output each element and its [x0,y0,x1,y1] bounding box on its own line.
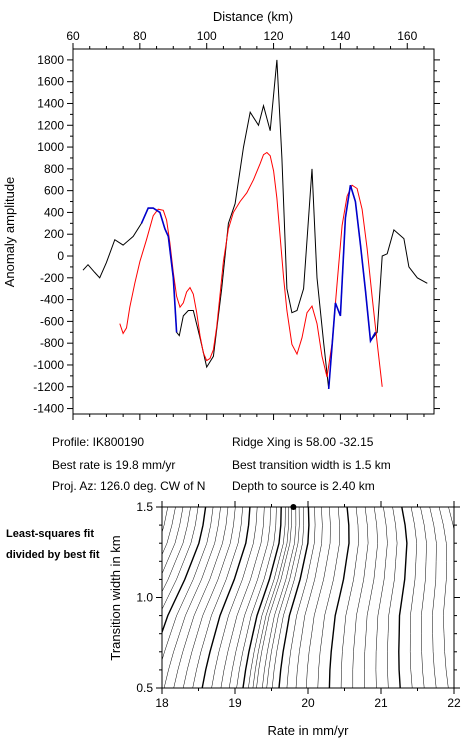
contour-line [295,507,323,688]
y-axis-label: Anomaly amplitude [2,177,17,288]
best-fit-point [290,504,297,510]
contour-line [162,507,207,635]
contour-line [398,507,408,688]
anomaly-plot-frame [72,48,435,415]
x-tick-label: 100 [197,29,217,43]
contour-line [266,507,300,688]
y-tick-label: 0 [57,249,64,263]
contour-line [340,507,359,688]
contour-line [162,507,199,610]
profile-label: Profile: IK800190 [52,435,145,449]
x-tick-label: 60 [66,29,80,43]
y-tick-label: 1400 [37,96,64,110]
contour-line [211,507,258,688]
contour-line [252,507,290,688]
contour-line [409,507,417,688]
y-tick-label: -600 [40,314,64,328]
contour-line [192,507,243,688]
x-tick-label: 80 [133,29,147,43]
contour-line [242,507,282,688]
contour-line [448,507,454,532]
contour-description-note: Least-squares fit divided by best fit [6,528,100,561]
best-rate-label: Best rate is 19.8 mm/yr [52,458,176,472]
y-tick-label: 200 [44,227,64,241]
contour-line [306,507,331,688]
contour-line [162,507,191,593]
depth-to-source-label: Depth to source is 2.40 km [232,479,375,493]
contour-line [438,507,449,688]
contour-line [375,507,388,688]
y-tick-label: 1000 [37,140,64,154]
contour-line [162,507,176,556]
contour-x-axis-label: Rate in mm/yr [268,723,350,738]
contour-line [271,507,304,688]
contour-line [248,507,286,688]
anomaly-profile-chart: Distance (km) Anomaly amplitude 60 80 100 1… [2,9,440,420]
contour-plot-frame [161,506,455,689]
contour-y-tick-label: 1.0 [136,591,153,605]
contour-line [201,507,251,688]
y-tick-label: 600 [44,184,64,198]
fitted-segment-line [140,207,178,333]
contour-line [286,507,316,688]
contour-line [317,507,340,688]
contour-line [182,507,236,688]
contour-line [163,507,221,688]
contour-y-axis-label: Transition width in km [108,535,123,660]
contour-line [387,507,398,688]
contour-line [236,507,277,688]
contour-x-tick-label: 21 [374,696,388,710]
contour-x-tick-label: 20 [301,696,315,710]
contour-line [278,507,310,688]
y-tick-label: -400 [40,293,64,307]
best-transition-width-label: Best transition width is 1.5 km [232,458,391,472]
contour-y-tick-label: 1.5 [136,500,153,514]
x-tick-label: 160 [397,29,417,43]
contour-line [256,507,292,688]
y-tick-label: -1000 [33,358,64,372]
x-tick-label: 140 [330,29,350,43]
y-tick-label: 1600 [37,75,64,89]
contour-line [352,507,369,688]
x-tick-label: 120 [264,29,284,43]
contour-line [173,507,229,688]
fitted-segment-line [327,184,377,389]
projection-azimuth-label: Proj. Az: 126.0 deg. CW of N [52,479,206,493]
contour-line [162,507,214,662]
contour-line [458,507,467,688]
y-tick-label: 800 [44,162,64,176]
y-tick-label: 1800 [37,53,64,67]
y-tick-label: 1200 [37,118,64,132]
y-tick-label: -1200 [33,380,64,394]
contour-line [228,507,271,688]
contour-line [262,507,297,688]
top-x-axis-label: Distance (km) [213,9,293,24]
ridge-crossing-label: Ridge Xing is 58.00 -32.15 [232,435,374,449]
contour-line [429,507,437,688]
contour-line [162,507,184,575]
contour-line [420,507,427,688]
contour-x-tick-label: 19 [228,696,242,710]
y-tick-label: -200 [40,271,64,285]
contour-x-tick-label: 22 [447,696,461,710]
contour-line [364,507,378,688]
contour-line [220,507,265,688]
observed-anomaly-line [82,59,428,389]
y-tick-label: 400 [44,205,64,219]
contour-line [328,507,350,688]
y-tick-label: -800 [40,336,64,350]
contour-y-tick-label: 0.5 [136,681,153,695]
contour-line [162,507,169,534]
y-tick-label: -1400 [33,402,64,416]
contour-x-tick-label: 18 [155,696,169,710]
